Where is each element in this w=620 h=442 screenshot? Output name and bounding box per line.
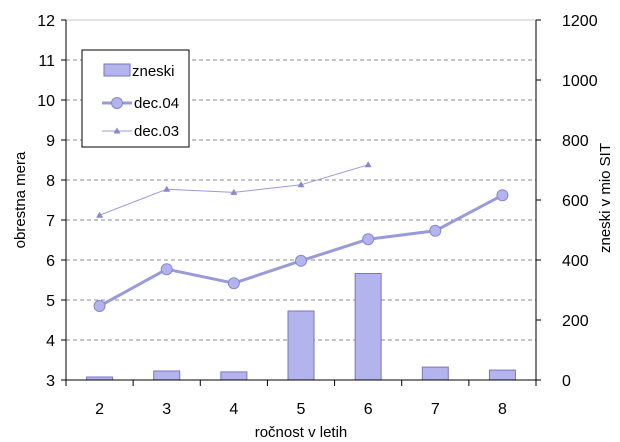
bar-zneski bbox=[220, 371, 248, 381]
point-dec03 bbox=[230, 188, 238, 195]
x-tick-label: 8 bbox=[498, 401, 507, 418]
legend: zneski dec.04 dec.03 bbox=[81, 49, 190, 148]
x-tick-label: 5 bbox=[297, 401, 306, 418]
point-dec03 bbox=[163, 185, 171, 192]
y-axis-right-title: zneski v mio SIT bbox=[597, 143, 614, 253]
x-tick-label: 7 bbox=[431, 401, 440, 418]
line-series bbox=[93, 161, 509, 312]
x-tick-label: 4 bbox=[229, 401, 238, 418]
y-right-tick-label: 0 bbox=[562, 373, 571, 390]
point-dec04 bbox=[496, 189, 509, 202]
y-left-tick-label: 4 bbox=[46, 333, 55, 350]
point-dec04 bbox=[227, 277, 240, 290]
x-tick-label: 6 bbox=[364, 401, 373, 418]
y-right-tick-label: 600 bbox=[562, 193, 589, 210]
point-dec03 bbox=[297, 181, 305, 188]
legend-swatch-zneski bbox=[103, 63, 131, 77]
point-dec03 bbox=[96, 211, 104, 218]
bar-series bbox=[86, 273, 516, 381]
y-left-tick-label: 6 bbox=[46, 253, 55, 270]
legend-label-zneski: zneski bbox=[132, 63, 175, 80]
tick-labels: 3 4 5 6 7 8 9 10 11 12 0 200 400 600 800 1000 1200 2 3 4 5 6 7… bbox=[37, 13, 597, 418]
y-left-tick-label: 9 bbox=[46, 133, 55, 150]
legend-box bbox=[81, 49, 190, 148]
y-left-tick-label: 5 bbox=[46, 293, 55, 310]
y-right-tick-label: 800 bbox=[562, 133, 589, 150]
legend-label-dec04: dec.04 bbox=[134, 95, 179, 112]
legend-marker-dec03 bbox=[113, 127, 121, 134]
y-left-tick-label: 7 bbox=[46, 213, 55, 230]
x-tick-label: 3 bbox=[162, 401, 171, 418]
point-dec04 bbox=[362, 233, 375, 246]
bar-zneski bbox=[421, 366, 449, 381]
point-dec04 bbox=[160, 263, 173, 276]
point-dec04 bbox=[429, 224, 442, 237]
point-dec04 bbox=[93, 300, 106, 312]
y-right-tick-label: 200 bbox=[562, 313, 589, 330]
y-right-tick-label: 1200 bbox=[562, 13, 598, 30]
y-left-tick-label: 11 bbox=[38, 53, 55, 70]
y-right-tick-label: 400 bbox=[562, 253, 589, 270]
bar-zneski bbox=[287, 310, 315, 381]
y-axis-left-title: obrestna mera bbox=[12, 151, 29, 248]
x-axis-title: ročnost v letih bbox=[255, 424, 348, 441]
y-left-tick-label: 8 bbox=[46, 173, 55, 190]
legend-marker-dec04 bbox=[111, 97, 123, 109]
y-right-tick-label: 1000 bbox=[562, 73, 598, 90]
bar-zneski bbox=[354, 273, 382, 381]
legend-label-dec03: dec.03 bbox=[134, 123, 179, 140]
axes bbox=[61, 19, 541, 386]
y-left-tick-label: 12 bbox=[37, 13, 55, 30]
y-left-tick-label: 10 bbox=[37, 93, 55, 110]
bar-zneski bbox=[153, 370, 181, 381]
point-dec04 bbox=[295, 254, 307, 267]
point-dec03 bbox=[364, 161, 372, 168]
y-left-tick-label: 3 bbox=[46, 373, 55, 390]
bar-zneski bbox=[488, 369, 516, 381]
x-tick-label: 2 bbox=[95, 401, 104, 418]
